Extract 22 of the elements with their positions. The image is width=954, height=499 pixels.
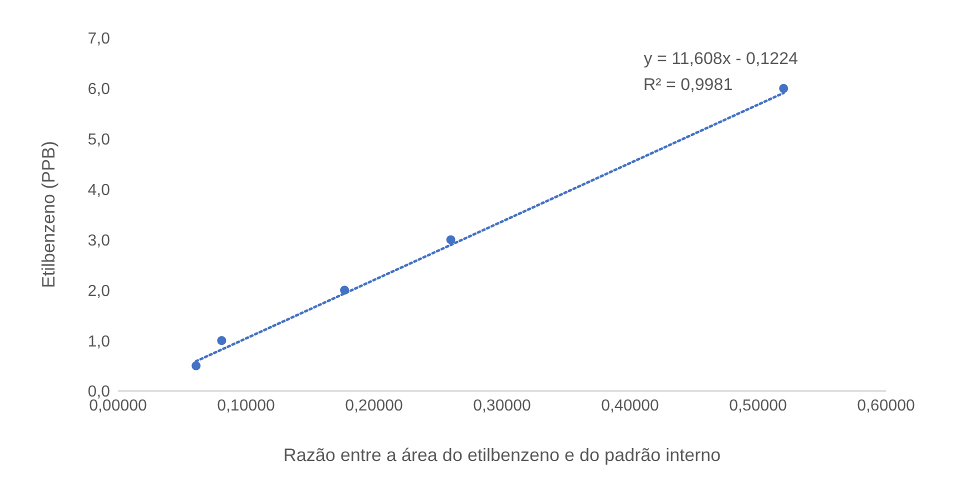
y-tick-label: 7,0 — [88, 30, 110, 48]
point — [340, 286, 350, 295]
x-tick-label: 0,60000 — [857, 397, 916, 414]
x-tick-label: 0,30000 — [473, 397, 532, 414]
point — [446, 235, 456, 244]
annotation: R² = 0,9981 — [642, 74, 734, 96]
y-tick-label: 1,0 — [88, 333, 110, 350]
point — [217, 336, 226, 346]
point — [779, 84, 788, 93]
y-tick-label: 3,0 — [88, 232, 110, 250]
annotation: y = 11,608x - 0,1224 — [642, 48, 798, 70]
x-tick-label: 0,10000 — [217, 397, 276, 414]
y-tick-label: 2,0 — [88, 282, 110, 300]
x-axis-title: Razão entre a área do etilbenzeno e do padrão interno — [283, 445, 721, 465]
y-tick-label: 6,0 — [88, 81, 110, 98]
x-tick-label: 0,50000 — [729, 397, 788, 414]
point — [192, 361, 201, 370]
x-tick-label: 0,40000 — [601, 397, 660, 414]
y-axis-title: Etilbenzeno (PPB) — [38, 140, 58, 288]
y-tick-label: 5,0 — [88, 132, 110, 149]
x-tick-label: 0,20000 — [345, 397, 404, 414]
y-tick-label: 4,0 — [88, 182, 110, 199]
